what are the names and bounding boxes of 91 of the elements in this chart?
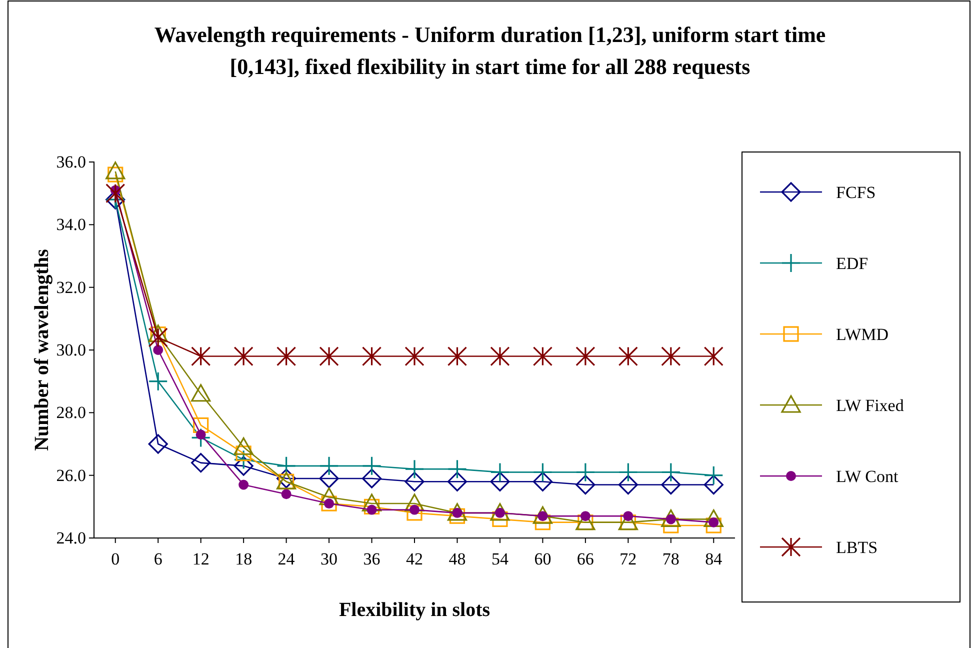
point <box>447 503 468 521</box>
point <box>238 480 249 490</box>
point <box>234 346 254 366</box>
point <box>319 456 339 476</box>
point <box>661 462 681 482</box>
point <box>404 346 424 366</box>
point <box>576 346 596 366</box>
point <box>447 459 468 479</box>
y-tick-label: 32.0 <box>56 278 86 297</box>
x-tick-label: 24 <box>278 550 296 569</box>
chart-title: Wavelength requirements - Uniform duration [1,23], uniform start time [0,143], fixed flexibility in start time for all 288 requests <box>154 22 826 79</box>
point <box>532 506 552 524</box>
point <box>106 184 126 204</box>
point <box>618 346 638 366</box>
point <box>490 462 510 482</box>
legend-label: LBTS <box>836 538 878 557</box>
point <box>618 462 638 482</box>
point <box>191 346 211 366</box>
point <box>532 472 552 492</box>
point <box>362 346 382 366</box>
x-tick-label: 12 <box>192 550 210 569</box>
x-axis-title: Flexibility in slots <box>338 599 490 621</box>
point <box>661 509 681 527</box>
point <box>623 511 634 522</box>
point <box>234 456 254 476</box>
legend-label: LW Cont <box>836 467 898 486</box>
point <box>106 162 126 180</box>
x-tick-label: 72 <box>620 550 637 569</box>
point <box>404 459 424 479</box>
y-tick-label: 30.0 <box>56 340 86 360</box>
point <box>319 487 339 506</box>
x-tick-label: 66 <box>576 550 594 569</box>
point <box>532 346 552 366</box>
legend-label: EDF <box>836 254 868 273</box>
x-tick-label: 84 <box>705 550 723 569</box>
point <box>618 474 638 495</box>
point <box>281 489 292 500</box>
point <box>447 346 468 366</box>
point <box>234 450 254 470</box>
x-tick-label: 60 <box>534 550 552 569</box>
point <box>704 509 724 527</box>
x-tick-label: 30 <box>320 550 338 569</box>
legend-label: LW Fixed <box>836 396 904 415</box>
point <box>191 384 211 402</box>
point <box>576 462 596 482</box>
y-axis-title: Number of wavelengths <box>31 248 53 451</box>
point <box>148 328 168 348</box>
y-tick-label: 36.0 <box>56 152 86 172</box>
point <box>490 346 510 366</box>
point <box>153 345 164 355</box>
x-tick-label: 36 <box>363 550 380 569</box>
point <box>661 346 681 366</box>
point <box>196 430 206 440</box>
point <box>191 453 211 473</box>
legend-label: LWMD <box>836 325 889 344</box>
legend-label: FCFS <box>836 183 876 202</box>
point <box>404 472 424 492</box>
point <box>704 474 724 495</box>
point <box>704 466 724 486</box>
point <box>148 434 168 454</box>
point <box>148 372 168 392</box>
y-tick-label: 26.0 <box>56 466 86 485</box>
point <box>576 474 596 495</box>
x-tick-label: 18 <box>235 550 252 569</box>
point <box>661 474 681 495</box>
point <box>193 417 209 433</box>
point <box>532 462 552 482</box>
x-tick-label: 78 <box>662 550 680 569</box>
point <box>406 505 422 521</box>
point <box>319 468 339 488</box>
x-tick-label: 48 <box>448 550 466 569</box>
point <box>319 346 339 366</box>
point <box>276 346 296 366</box>
x-tick-label: 6 <box>154 550 162 569</box>
y-tick-label: 34.0 <box>56 215 86 234</box>
point <box>362 456 382 476</box>
point <box>490 472 510 492</box>
point <box>362 468 382 488</box>
point <box>404 494 424 512</box>
point <box>447 472 468 492</box>
x-tick-label: 42 <box>406 550 423 569</box>
point <box>234 437 254 455</box>
point <box>580 511 590 522</box>
point <box>191 428 211 448</box>
point <box>490 503 510 521</box>
point <box>704 346 724 366</box>
y-tick-label: 28.0 <box>56 403 86 422</box>
y-tick-label: 24.0 <box>56 528 86 548</box>
x-tick-label: 54 <box>491 550 509 569</box>
x-tick-label: 0 <box>111 550 120 569</box>
point <box>362 494 382 512</box>
